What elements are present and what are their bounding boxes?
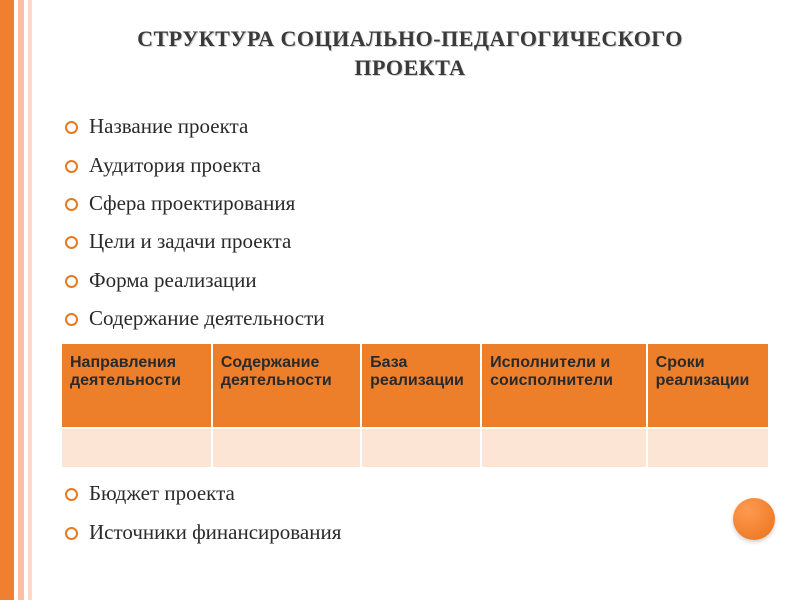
list-item: Цели и задачи проекта <box>65 227 770 255</box>
table-header: Направления деятельности <box>61 343 212 428</box>
bullet-list-bottom: Бюджет проекта Источники финансирования <box>50 479 770 546</box>
activity-table: Направления деятельности Содержание деят… <box>60 342 770 469</box>
stripe <box>28 0 32 600</box>
list-item: Сфера проектирования <box>65 189 770 217</box>
list-item: Форма реализации <box>65 266 770 294</box>
next-button[interactable] <box>733 498 775 540</box>
table-header: Сроки реализации <box>647 343 769 428</box>
table-row <box>61 428 769 468</box>
stripe <box>0 0 14 600</box>
list-item: Источники финансирования <box>65 518 770 546</box>
list-item: Содержание деятельности <box>65 304 770 332</box>
bullet-list-top: Название проекта Аудитория проекта Сфера… <box>50 112 770 332</box>
list-item: Название проекта <box>65 112 770 140</box>
table-cell <box>61 428 212 468</box>
table-cell <box>212 428 361 468</box>
table-header: База реализации <box>361 343 481 428</box>
table-cell <box>361 428 481 468</box>
list-item: Аудитория проекта <box>65 151 770 179</box>
table-cell <box>481 428 647 468</box>
slide-content: СТРУКТУРА СОЦИАЛЬНО-ПЕДАГОГИЧЕСКОГО ПРОЕ… <box>50 25 770 556</box>
table-header: Исполнители и соисполнители <box>481 343 647 428</box>
decorative-stripes <box>0 0 32 600</box>
table-header-row: Направления деятельности Содержание деят… <box>61 343 769 428</box>
table: Направления деятельности Содержание деят… <box>60 342 770 469</box>
list-item: Бюджет проекта <box>65 479 770 507</box>
table-header: Содержание деятельности <box>212 343 361 428</box>
table-cell <box>647 428 769 468</box>
slide-title: СТРУКТУРА СОЦИАЛЬНО-ПЕДАГОГИЧЕСКОГО ПРОЕ… <box>50 25 770 82</box>
